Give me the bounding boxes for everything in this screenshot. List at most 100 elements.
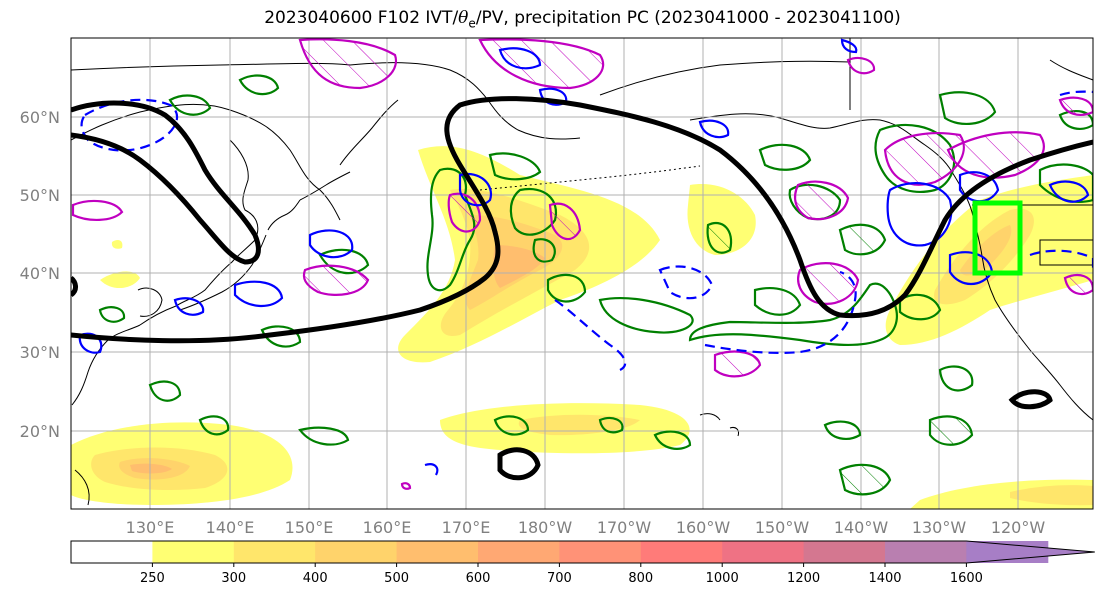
lon-label-150e: 150°E (285, 518, 334, 537)
lon-label-150w: 150°W (755, 518, 810, 537)
figure-title: 2023040600 F102 IVT/θe/PV, precipitation… (0, 8, 1105, 30)
pv-contour-dashed-2 (658, 265, 714, 300)
pv-contour-dashed-3 (554, 299, 627, 371)
precip-contour-22 (298, 426, 350, 446)
lon-label-130w: 130°W (912, 518, 967, 537)
title-theta: θ (458, 8, 469, 28)
precip-contour-1 (488, 152, 542, 181)
colorbar-tick-label: 400 (303, 571, 328, 586)
pv-contour-3 (458, 172, 493, 207)
precip-contour-14 (898, 293, 942, 321)
lon-label-170e: 170°E (442, 518, 491, 537)
pv-contour-14 (424, 463, 439, 476)
pv-contour-7 (78, 332, 103, 354)
pv-contour-4 (308, 229, 354, 259)
precip-contours (98, 74, 1093, 496)
colorbar-cell (71, 541, 153, 563)
precip-contour-26 (168, 94, 212, 116)
anomaly-contour-9 (713, 350, 762, 378)
colorbar-cell (233, 541, 316, 563)
colorbar-cell (315, 541, 398, 563)
colorbar-tick-label: 1200 (787, 571, 820, 586)
coastline-kamchatka (339, 99, 399, 166)
colorbar-tick-label: 1600 (950, 571, 983, 586)
precip-contour-6 (706, 222, 733, 254)
precip-contour-21 (493, 415, 530, 436)
precip-contour-24 (198, 415, 230, 436)
precip-contour-25 (260, 325, 302, 348)
colorbar-cell (640, 541, 723, 563)
colorbar-cell (478, 541, 560, 563)
theta-e-contour-5 (71, 276, 78, 298)
ivt-band-300-d (518, 414, 640, 436)
coastline-alaska-north (599, 60, 851, 96)
colorbar-tick-label: 1000 (706, 571, 739, 586)
ivt-band-250-b (687, 184, 756, 255)
title-prefix: 2023040600 F102 IVT/ (264, 8, 459, 28)
colorbar-cell (559, 541, 642, 563)
precip-contour-5 (598, 297, 694, 334)
anomaly-contour-2 (478, 38, 605, 90)
lon-label-140e: 140°E (206, 518, 255, 537)
colorbar-outline (70, 540, 1095, 564)
precip-contour-3 (532, 238, 556, 263)
lon-label-140w: 140°W (834, 518, 889, 537)
theta-e-contour-1 (71, 100, 261, 265)
lat-label-40n: 40°N (20, 264, 60, 283)
pv-contour-5 (233, 280, 284, 307)
anomaly-contour-12 (846, 56, 876, 75)
lat-label-50n: 50°N (20, 186, 60, 205)
anomaly-contour-1 (298, 38, 398, 90)
coastline-philippines (74, 469, 90, 506)
precip-contour-18 (928, 415, 974, 446)
precip-contour-7 (753, 287, 802, 316)
precip-contour-16 (823, 420, 862, 440)
lat-label-30n: 30°N (20, 343, 60, 362)
lon-label-130e: 130°E (126, 518, 175, 537)
theta-e-contours (71, 96, 1093, 481)
lon-label-160e: 160°E (363, 518, 412, 537)
title-suffix: /PV, precipitation PC (2023041000 - 2023… (475, 8, 901, 28)
colorbar-tick-label: 500 (384, 571, 409, 586)
precip-contour-30 (1038, 163, 1093, 203)
coastline-kuril (299, 171, 351, 201)
anomaly-contour-13 (1058, 96, 1093, 116)
colorbar-cells (70, 540, 1095, 564)
pv-contour-9 (886, 182, 953, 247)
pv-contour-12 (1048, 180, 1090, 203)
colorbar-cell (152, 541, 235, 563)
ivt-band-250-h (111, 240, 123, 249)
colorbar-cell (803, 541, 886, 563)
coastline-na-west (951, 171, 1093, 421)
theta-e-contour-2 (71, 96, 1093, 344)
anomaly-contour-4 (548, 202, 582, 241)
lon-label-170w: 170°W (597, 518, 652, 537)
colorbar-cell (885, 541, 967, 563)
lon-label-120w: 120°W (991, 518, 1046, 537)
coastline-asia-east (139, 139, 259, 326)
theta-e-contour-3 (497, 447, 541, 481)
lat-label-60n: 60°N (20, 108, 60, 127)
precip-contour-23 (148, 380, 182, 402)
precip-contour-13 (838, 223, 887, 256)
precip-contour-20 (598, 416, 624, 434)
colorbar-tick-label: 250 (140, 571, 165, 586)
pv-contour-1 (498, 47, 542, 70)
pv-contours (78, 38, 1093, 476)
pv-contour-dashed-4 (704, 270, 857, 355)
colorbar-tick-label: 1400 (868, 571, 901, 586)
pv-contour-dashed-1 (80, 98, 179, 152)
anomaly-contour-5 (302, 264, 370, 296)
ivt-shading (71, 146, 1093, 509)
map-content (71, 38, 1093, 509)
colorbar-cell (396, 541, 479, 563)
ivt-band-500 (493, 245, 545, 288)
title-theta-subscript: e (468, 16, 476, 31)
coastline-asia-north (71, 103, 341, 221)
colorbar-tick-label: 700 (547, 571, 572, 586)
pv-contour-13 (840, 38, 858, 54)
anomaly-contour-3 (447, 192, 482, 233)
anomaly-contours (71, 38, 1093, 490)
